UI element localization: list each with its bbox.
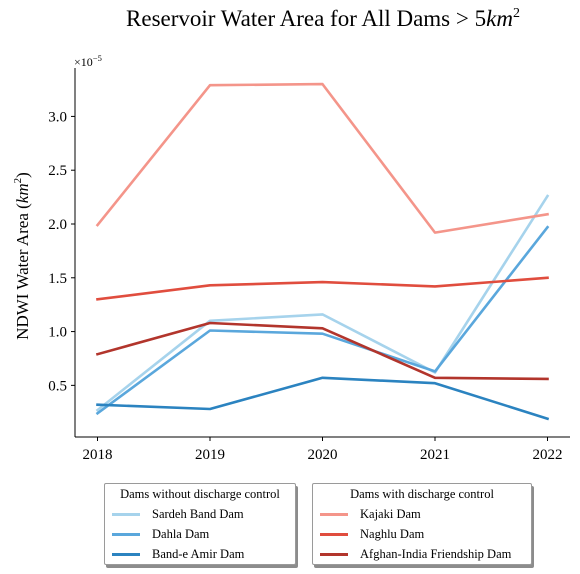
y-multiplier: ×10−5: [74, 53, 102, 69]
chart-title-unit: km: [486, 6, 513, 31]
y-axis-label-unit: km: [13, 183, 32, 203]
legend-label: Dahla Dam: [152, 526, 210, 541]
legend-title: Dams with discharge control: [350, 487, 494, 501]
legend-label: Naghlu Dam: [360, 526, 425, 541]
legend-swatch: [112, 512, 140, 516]
y-axis-label: NDWI Water Area (km2): [12, 172, 32, 340]
legend-entry-kajaki-dam: Kajaki Dam: [313, 504, 531, 524]
legend-label: Afghan-India Friendship Dam: [360, 546, 512, 561]
legend-swatch: [320, 512, 348, 516]
legend-label: Kajaki Dam: [360, 506, 421, 521]
legend-title: Dams without discharge control: [120, 487, 280, 501]
legend-entry-afghan-india-friendship-dam: Afghan-India Friendship Dam: [313, 544, 531, 564]
y-multiplier-exp: −5: [93, 53, 102, 63]
series-line-sardeh-band-dam: [95, 194, 550, 412]
legend-entry-naghlu-dam: Naghlu Dam: [313, 524, 531, 544]
y-axis-label-main: NDWI Water Area (: [13, 203, 32, 340]
y-tick-label: 3.0: [48, 109, 67, 125]
y-tick-label: 1.5: [48, 271, 67, 287]
legend-swatch: [320, 552, 348, 556]
chart-title-main: Reservoir Water Area for All Dams: [126, 6, 450, 31]
x-tick-label: 2021: [420, 447, 450, 463]
legend-entry-sardeh-band-dam: Sardeh Band Dam: [105, 504, 295, 524]
y-axis-label-exp: 2: [12, 178, 24, 184]
legend-dams-with-discharge-control: Dams with discharge control Kajaki Dam N…: [312, 483, 532, 565]
legend-entry-band-e-amir-dam: Band-e Amir Dam: [105, 544, 295, 564]
x-tick-label: 2019: [195, 447, 225, 463]
series-line-band-e-amir-dam: [96, 376, 550, 421]
chart-title: Reservoir Water Area for All Dams > 5km2: [126, 6, 520, 31]
legend-swatch: [112, 552, 140, 556]
y-multiplier-base: ×10: [74, 55, 93, 69]
y-tick-label: 0.5: [48, 378, 67, 394]
y-tick-label: 2.5: [48, 163, 67, 179]
series-line-kajaki-dam: [95, 82, 549, 234]
y-tick-label: 2.0: [48, 217, 67, 233]
y-tick-label: 1.0: [48, 325, 67, 341]
legend-swatch: [112, 532, 140, 536]
legend-swatch: [320, 532, 348, 536]
legend-entry-dahla-dam: Dahla Dam: [105, 524, 295, 544]
chart-title-exp: 2: [513, 6, 520, 21]
series-line-afghan-india-friendship-dam: [95, 321, 549, 381]
x-tick-label: 2018: [83, 447, 113, 463]
chart-title-gt: >: [456, 6, 469, 31]
series-line-naghlu-dam: [96, 276, 549, 301]
plot-area: 2018 2019 2020 2021 2022 0.5 1.0 1.5 2.0 2.5 3.0: [48, 68, 570, 463]
chart-title-num: 5: [475, 6, 487, 31]
legend-label: Sardeh Band Dam: [152, 506, 244, 521]
legend-dams-without-discharge-control: Dams without discharge control Sardeh Ba…: [104, 483, 296, 565]
legend-label: Band-e Amir Dam: [152, 546, 245, 561]
x-tick-label: 2022: [533, 447, 563, 463]
x-tick-label: 2020: [308, 447, 338, 463]
series-line-dahla-dam: [95, 225, 550, 416]
y-axis-label-close: ): [13, 172, 32, 178]
